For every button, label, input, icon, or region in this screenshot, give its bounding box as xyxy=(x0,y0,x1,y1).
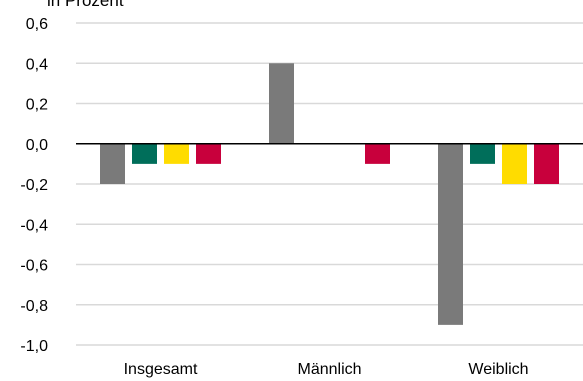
x-category-label: Insgesamt xyxy=(124,361,198,378)
y-tick-label: 0,0 xyxy=(26,137,48,154)
bar xyxy=(470,143,495,164)
y-tick-label: -0,6 xyxy=(20,258,48,275)
bar xyxy=(132,143,157,164)
y-tick-label: 0,6 xyxy=(26,16,48,33)
y-tick-label: -0,2 xyxy=(20,177,48,194)
y-tick-label: 0,2 xyxy=(26,97,48,114)
unit-label: in Prozent xyxy=(47,0,124,10)
x-category-label: Männlich xyxy=(297,361,361,378)
bar xyxy=(534,143,559,184)
bar xyxy=(502,143,527,184)
bar xyxy=(196,143,221,164)
y-tick-label: -0,8 xyxy=(20,298,48,315)
bar-series xyxy=(100,63,559,325)
y-tick-label: -1,0 xyxy=(20,338,48,355)
bar xyxy=(438,143,463,325)
y-tick-label: -0,4 xyxy=(20,217,48,234)
bar xyxy=(269,63,294,144)
y-tick-label: 0,4 xyxy=(26,56,48,73)
bar xyxy=(100,143,125,184)
bar xyxy=(164,143,189,164)
x-category-label: Weiblich xyxy=(468,361,528,378)
x-axis-category-labels: Insgesamt Männlich Weiblich xyxy=(124,361,529,378)
y-axis-tick-labels: 0,6 0,4 0,2 0,0 -0,2 -0,4 -0,6 -0,8 -1,0 xyxy=(20,16,48,355)
bar xyxy=(365,143,390,164)
